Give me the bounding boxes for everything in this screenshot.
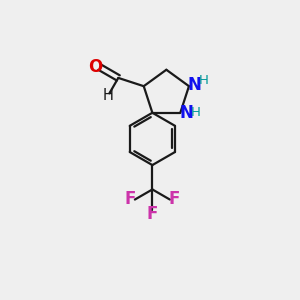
Text: H: H [198,74,208,87]
Text: F: F [147,206,158,224]
Text: H: H [191,106,201,119]
Text: N: N [179,104,193,122]
Text: O: O [88,58,103,76]
Text: F: F [169,190,180,208]
Text: N: N [188,76,201,94]
Text: F: F [124,190,136,208]
Text: H: H [103,88,114,103]
